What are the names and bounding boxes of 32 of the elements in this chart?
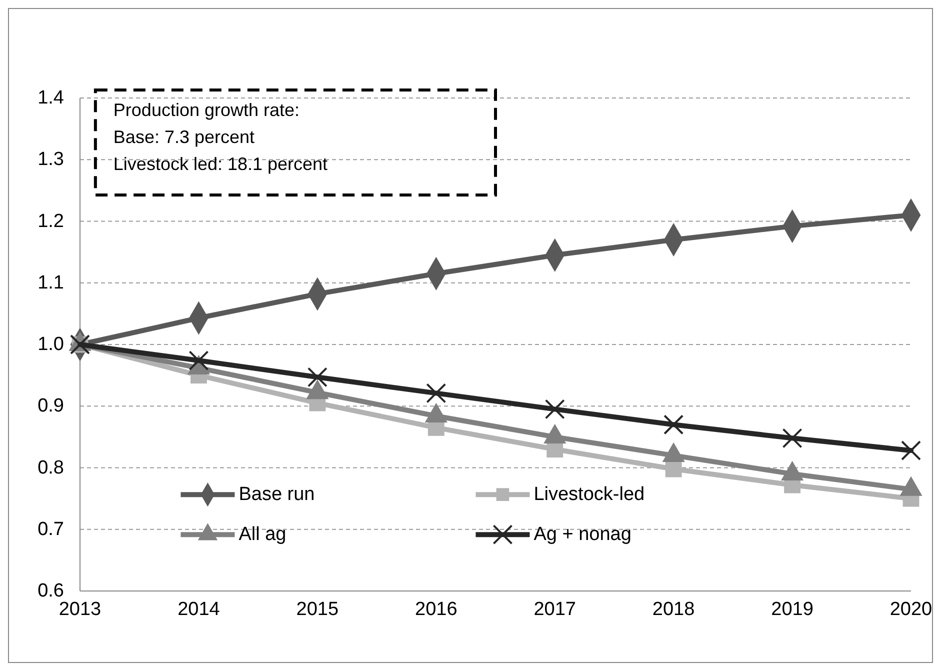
annotation: Base: 7.3 percent xyxy=(113,127,255,147)
x-tick-label: 2014 xyxy=(178,599,220,620)
legend-label: Ag + nonag xyxy=(534,524,632,546)
y-tick-label: 0.8 xyxy=(38,457,64,478)
x-tick-label: 2013 xyxy=(58,599,102,620)
point xyxy=(188,350,209,371)
y-tick-label: 1.0 xyxy=(38,334,64,355)
point xyxy=(664,414,684,435)
y-tick-label: 1.3 xyxy=(38,149,64,170)
point xyxy=(426,383,446,404)
legend-label: All ag xyxy=(238,524,286,546)
legend-label: Livestock-led xyxy=(534,484,645,506)
x-tick-label: 2019 xyxy=(771,599,814,620)
y-tick-label: 1.4 xyxy=(38,88,64,108)
x-tick-label: 2016 xyxy=(415,599,458,620)
x-tick-label: 2015 xyxy=(296,599,339,620)
y-tick-label: 1.1 xyxy=(38,272,64,294)
legend-label: Base run xyxy=(238,484,315,506)
y-tick-label: 0.6 xyxy=(38,580,64,602)
x-tick-label: 2020 xyxy=(890,599,932,620)
x-tick-label: 2017 xyxy=(534,599,576,620)
y-tick-label: 0.7 xyxy=(38,518,64,540)
point xyxy=(307,367,328,388)
point xyxy=(544,399,565,420)
y-tick-label: 0.9 xyxy=(38,396,64,417)
point xyxy=(665,460,682,478)
y-tick-label: 1.2 xyxy=(38,210,64,232)
x-tick-label: 2018 xyxy=(652,599,695,620)
annotation: Production growth rate: xyxy=(113,100,300,120)
annotation: Livestock led: 18.1 percent xyxy=(113,154,328,174)
point xyxy=(782,428,802,448)
point xyxy=(901,440,921,460)
